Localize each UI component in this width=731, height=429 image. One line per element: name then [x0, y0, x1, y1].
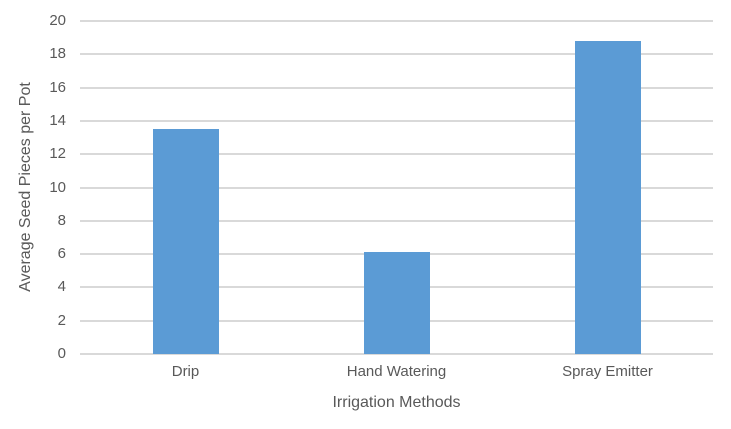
y-tick-label: 18: [49, 45, 66, 63]
gridline: [80, 86, 713, 89]
x-category-label: Drip: [171, 363, 200, 380]
x-category-label: Spray Emitter: [562, 363, 653, 380]
gridline: [80, 353, 713, 355]
x-axis-category-labels: Drip Hand Watering Spray Emitter: [80, 362, 713, 382]
gridline: [80, 186, 713, 189]
bar-drip: [152, 129, 219, 354]
x-axis-title: Irrigation Methods: [332, 394, 461, 411]
gridline: [80, 153, 713, 156]
y-tick-label: 8: [57, 211, 66, 229]
x-category-label: Hand Watering: [346, 363, 447, 380]
y-tick-label: 14: [49, 111, 66, 129]
plot-area: [80, 20, 713, 355]
gridline: [80, 20, 713, 22]
gridline: [80, 53, 713, 56]
y-tick-label: 4: [57, 278, 66, 296]
bar-hand-watering: [363, 252, 430, 354]
y-tick-label: 16: [49, 78, 66, 96]
y-tick-label: 20: [49, 12, 66, 29]
y-tick-label: 10: [49, 178, 66, 196]
bar-spray-emitter: [574, 40, 641, 354]
gridline: [80, 219, 713, 222]
y-tick-label: 0: [57, 345, 66, 362]
gridline: [80, 119, 713, 122]
y-tick-label: 12: [49, 145, 66, 163]
y-tick-label: 2: [57, 311, 66, 329]
y-axis-tick-labels: 0 2 4 6 8 10 12 14 16 18 20: [0, 12, 66, 362]
y-tick-label: 6: [57, 245, 66, 263]
